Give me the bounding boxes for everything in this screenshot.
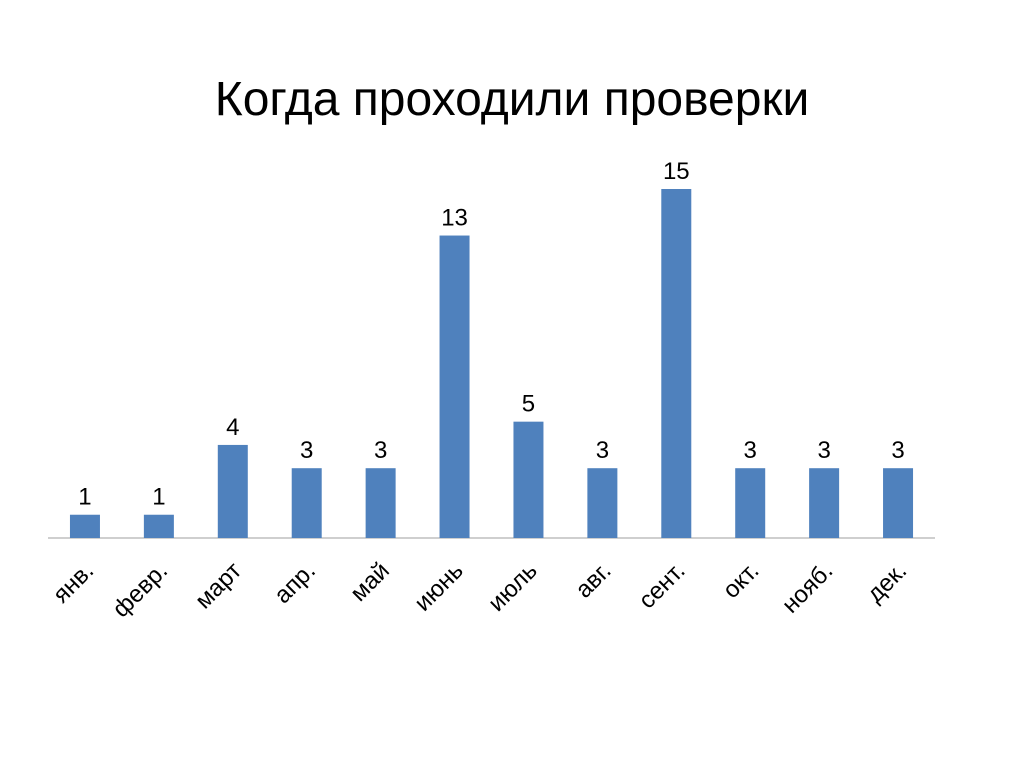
bar xyxy=(735,468,766,538)
data-label: 5 xyxy=(522,391,535,418)
x-tick-label: июль xyxy=(483,557,543,617)
x-tick-label: март xyxy=(190,557,247,614)
bar xyxy=(513,421,544,538)
data-label: 1 xyxy=(152,484,165,511)
data-label: 3 xyxy=(891,437,904,464)
bar xyxy=(809,468,840,538)
bar xyxy=(439,235,470,539)
bar xyxy=(291,468,322,538)
bar xyxy=(217,444,248,538)
x-tick-label: янв. xyxy=(48,557,99,608)
x-tick-label: февр. xyxy=(107,557,173,623)
data-label: 3 xyxy=(300,437,313,464)
x-tick-label: дек. xyxy=(862,557,913,608)
chart-title: Когда проходили проверки xyxy=(215,73,810,126)
bar xyxy=(365,468,396,538)
data-label: 13 xyxy=(441,205,468,232)
data-label: 4 xyxy=(226,414,239,441)
x-tick-label: сент. xyxy=(634,557,691,614)
bar xyxy=(69,514,100,538)
bar xyxy=(661,189,692,538)
x-tick-label: апр. xyxy=(269,557,321,609)
x-tick-label: июнь xyxy=(409,557,469,617)
x-tick-label: нояб. xyxy=(777,557,839,619)
bar xyxy=(883,468,914,538)
data-label: 15 xyxy=(663,158,690,185)
data-label: 3 xyxy=(744,437,757,464)
bar xyxy=(143,514,174,538)
x-tick-label: авг. xyxy=(570,557,616,603)
data-label: 3 xyxy=(596,437,609,464)
bar xyxy=(587,468,618,538)
data-label: 3 xyxy=(817,437,830,464)
x-tick-label: окт. xyxy=(718,557,765,604)
x-tick-label: май xyxy=(345,557,395,607)
data-label: 3 xyxy=(374,437,387,464)
data-label: 1 xyxy=(78,484,91,511)
